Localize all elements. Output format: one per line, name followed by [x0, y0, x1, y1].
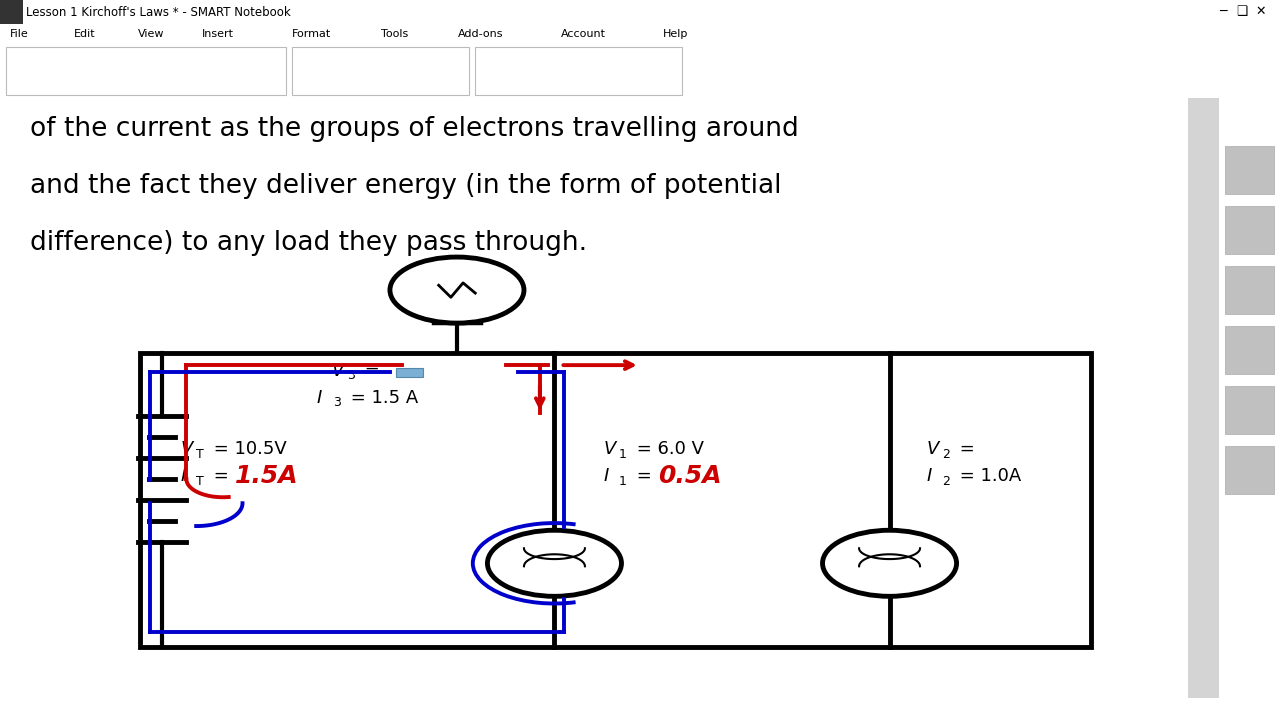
Text: =: =: [954, 440, 980, 458]
Text: = 10.5V: = 10.5V: [209, 440, 287, 458]
Text: V: V: [603, 440, 616, 458]
Text: ❑: ❑: [1236, 5, 1247, 19]
Text: Help: Help: [663, 29, 689, 39]
Text: T: T: [196, 474, 204, 487]
Text: =: =: [209, 467, 234, 485]
Bar: [292, 47, 470, 95]
Text: T: T: [196, 448, 204, 461]
Text: Account: Account: [561, 29, 605, 39]
Bar: [475, 47, 682, 95]
Bar: [1225, 266, 1274, 314]
Text: = 1.5 A: = 1.5 A: [344, 389, 419, 407]
Text: 1.5A: 1.5A: [236, 464, 298, 488]
Text: difference) to any load they pass through.: difference) to any load they pass throug…: [31, 230, 588, 256]
Text: 2: 2: [942, 448, 950, 461]
Bar: [1225, 206, 1274, 254]
Bar: [1225, 446, 1274, 494]
Text: I: I: [180, 467, 186, 485]
Text: Insert: Insert: [202, 29, 234, 39]
Text: and the fact they deliver energy (in the form of potential: and the fact they deliver energy (in the…: [31, 173, 782, 199]
Text: Format: Format: [292, 29, 332, 39]
Text: Add-ons: Add-ons: [458, 29, 504, 39]
Text: = 6.0 V: = 6.0 V: [631, 440, 704, 458]
Text: │: │: [1201, 392, 1206, 404]
Bar: [1225, 146, 1274, 194]
Text: ─: ─: [1219, 5, 1226, 19]
Text: V: V: [332, 362, 344, 380]
Bar: [6, 47, 287, 95]
Text: V: V: [180, 440, 193, 458]
Text: = 1.0A: = 1.0A: [954, 467, 1021, 485]
Text: 1: 1: [620, 448, 627, 461]
Text: Tools: Tools: [381, 29, 408, 39]
Text: 2: 2: [942, 474, 950, 487]
Text: =: =: [360, 362, 387, 380]
Text: I: I: [317, 389, 323, 407]
Text: File: File: [10, 29, 29, 39]
Circle shape: [488, 530, 622, 596]
Text: ✕: ✕: [1256, 5, 1266, 19]
Text: V: V: [927, 440, 938, 458]
Text: Lesson 1 Kirchoff's Laws * - SMART Notebook: Lesson 1 Kirchoff's Laws * - SMART Noteb…: [26, 6, 291, 19]
Circle shape: [823, 530, 956, 596]
Text: View: View: [138, 29, 165, 39]
Text: of the current as the groups of electrons travelling around: of the current as the groups of electron…: [31, 116, 799, 142]
Text: 1: 1: [620, 474, 627, 487]
Text: I: I: [603, 467, 608, 485]
Text: Edit: Edit: [74, 29, 96, 39]
Bar: [0, 0, 23, 24]
Bar: [1225, 386, 1274, 434]
Text: =: =: [631, 467, 658, 485]
Bar: [1188, 98, 1219, 698]
Text: ▲: ▲: [1199, 111, 1207, 121]
Bar: [396, 367, 422, 377]
Text: I: I: [927, 467, 932, 485]
Circle shape: [390, 257, 524, 323]
Text: 3: 3: [333, 397, 340, 410]
Text: 3: 3: [347, 369, 355, 382]
Bar: [1225, 326, 1274, 374]
Text: 0.5A: 0.5A: [658, 464, 722, 488]
